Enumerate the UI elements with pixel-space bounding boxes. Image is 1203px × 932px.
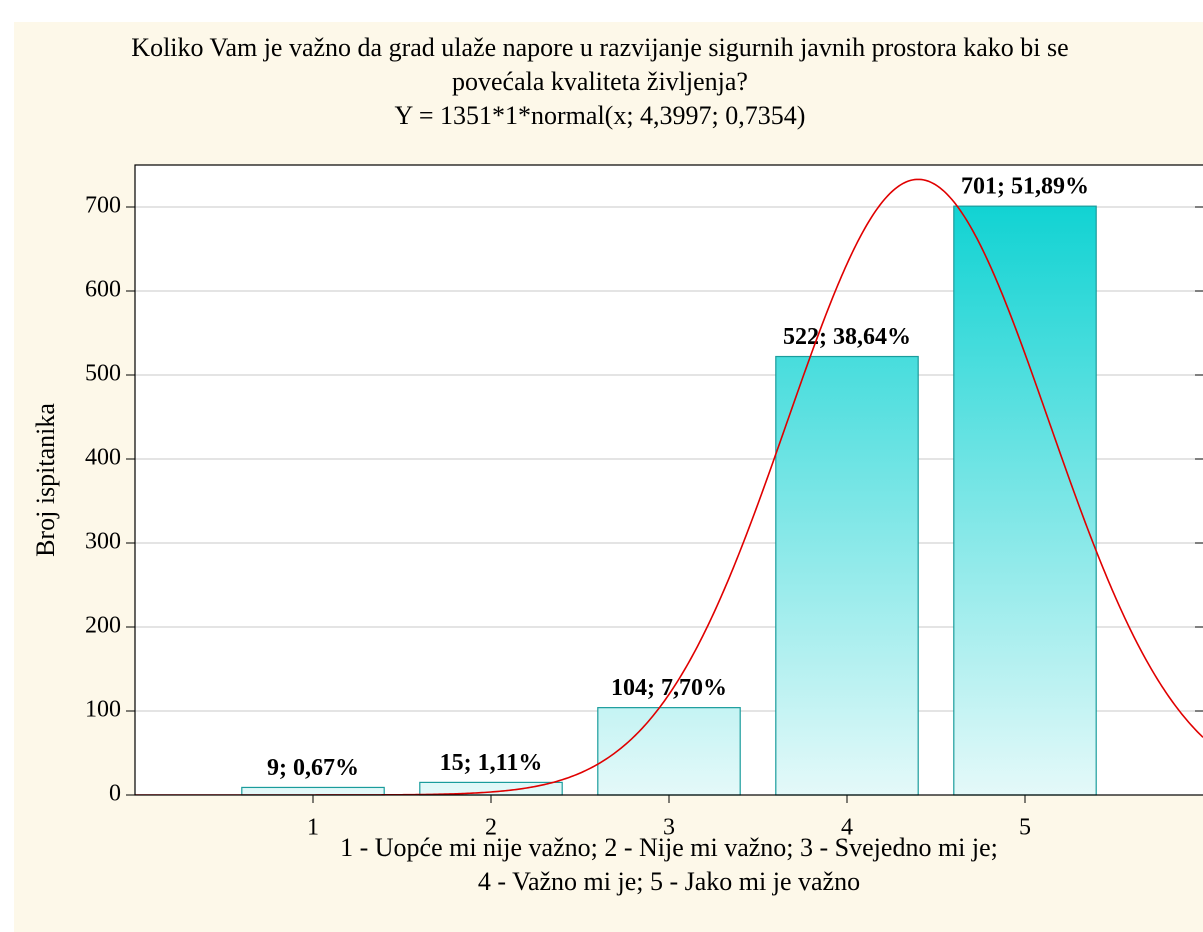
y-tick-label: 300 [85, 529, 121, 555]
x-axis-label: 4 - Važno mi je; 5 - Jako mi je važno [478, 867, 860, 896]
x-axis-label: 1 - Uopće mi nije važno; 2 - Nije mi važ… [340, 833, 998, 862]
x-tick-label: 4 [841, 815, 853, 841]
data-label: 701; 51,89% [961, 174, 1089, 200]
data-label: 104; 7,70% [611, 675, 727, 701]
y-axis-label: Broj ispitanika [31, 403, 60, 557]
chart-title: Koliko Vam je važno da grad ulaže napore… [131, 33, 1068, 62]
bar [775, 355, 919, 796]
chart-title: povećala kvaliteta življenja? [452, 67, 748, 96]
x-tick-label: 5 [1019, 815, 1031, 841]
y-tick-label: 600 [85, 277, 121, 303]
x-tick-label: 3 [663, 815, 675, 841]
y-tick-label: 500 [85, 361, 121, 387]
plot-frame [134, 164, 1203, 796]
y-tick-label: 200 [85, 613, 121, 639]
bar [419, 781, 563, 796]
bar [241, 786, 385, 796]
y-tick-label: 0 [109, 781, 121, 807]
y-tick-label: 700 [85, 193, 121, 219]
bar [597, 707, 741, 796]
y-tick-label: 400 [85, 445, 121, 471]
x-tick-label: 2 [485, 815, 497, 841]
data-label: 15; 1,11% [440, 750, 543, 776]
chart-subtitle: Y = 1351*1*normal(x; 4,3997; 0,7354) [395, 101, 806, 130]
data-label: 522; 38,64% [783, 324, 911, 350]
bar [953, 205, 1097, 796]
data-label: 9; 0,67% [267, 755, 359, 781]
y-tick-label: 100 [85, 697, 121, 723]
x-tick-label: 1 [307, 815, 319, 841]
